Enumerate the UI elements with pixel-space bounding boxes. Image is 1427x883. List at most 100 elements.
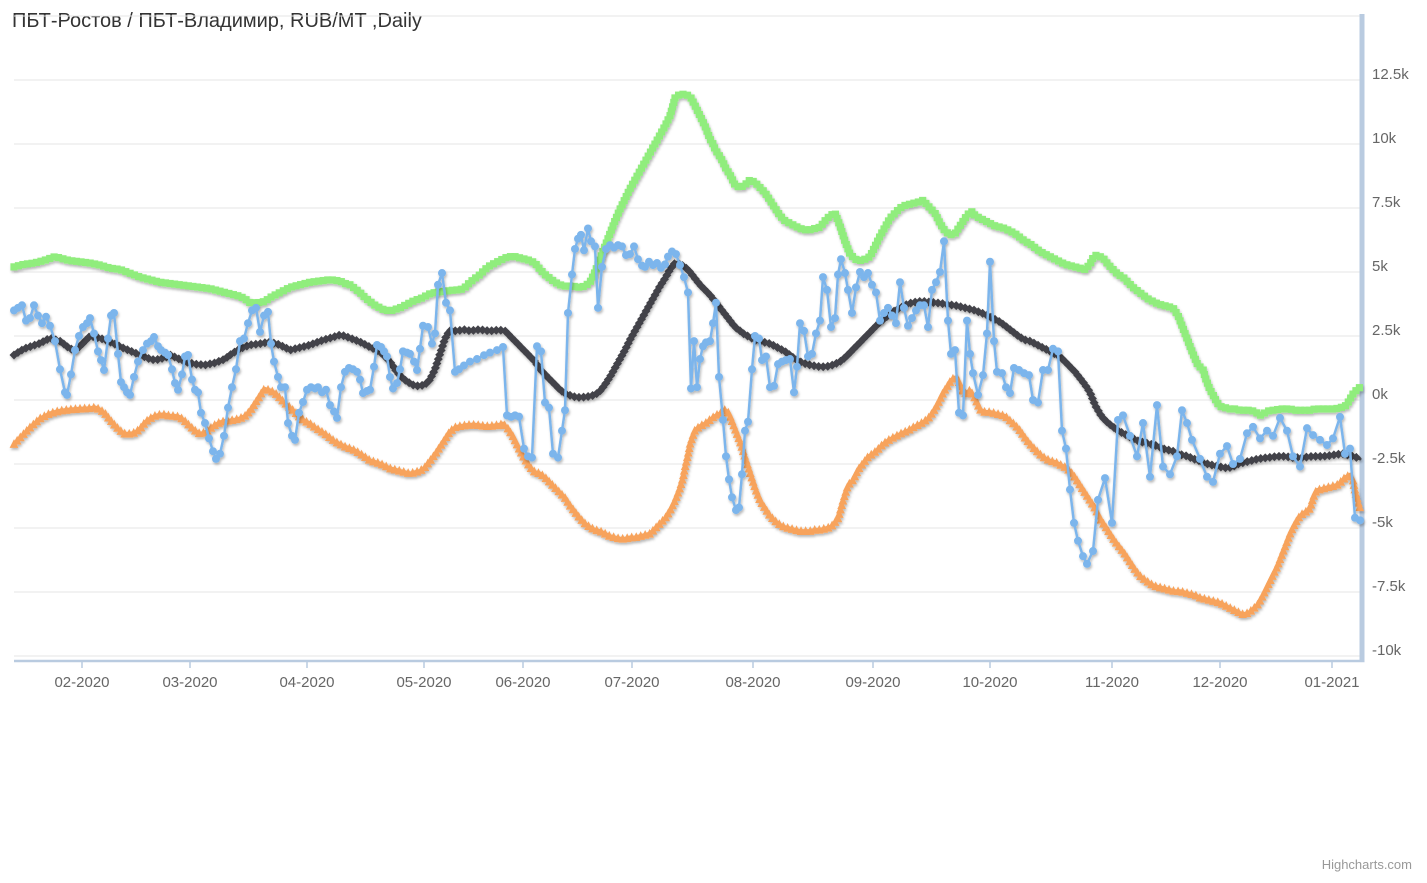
square-marker xyxy=(626,184,634,192)
circle-marker xyxy=(728,493,736,502)
square-marker xyxy=(1265,407,1273,415)
circle-marker xyxy=(676,261,684,270)
chart-svg[interactable]: 12.5k 10k 7.5k 5k 2.5k 0k -2.5k -5k -7.5k -10k 02-… xyxy=(0,0,1427,700)
square-marker xyxy=(575,283,583,291)
circle-marker xyxy=(793,362,801,371)
circle-marker xyxy=(370,362,378,371)
square-marker xyxy=(1221,404,1230,412)
square-marker xyxy=(745,176,753,185)
square-marker xyxy=(349,283,358,292)
circle-marker xyxy=(1283,426,1291,435)
triangle-marker xyxy=(834,509,844,518)
square-marker xyxy=(457,285,465,293)
series-blue-circles[interactable] xyxy=(10,224,1364,568)
square-marker xyxy=(1087,259,1095,267)
series-green-squares[interactable] xyxy=(10,90,1364,419)
circle-marker xyxy=(969,369,977,378)
square-marker xyxy=(951,229,959,237)
triangle-marker xyxy=(206,422,216,432)
square-marker xyxy=(695,110,703,119)
circle-marker xyxy=(383,352,391,361)
circle-marker xyxy=(1126,431,1134,440)
square-marker xyxy=(122,268,130,276)
square-marker xyxy=(701,123,709,131)
highcharts-credit-link[interactable]: Highcharts.com xyxy=(1321,857,1412,872)
square-marker xyxy=(363,295,372,304)
square-marker xyxy=(793,223,801,231)
diamond-marker xyxy=(122,345,132,355)
square-marker xyxy=(959,217,967,226)
circle-marker xyxy=(1216,449,1224,458)
triangle-marker xyxy=(680,461,690,471)
circle-marker xyxy=(244,319,252,328)
square-marker xyxy=(1355,384,1364,392)
circle-marker xyxy=(1139,419,1147,428)
circle-marker xyxy=(888,311,896,320)
circle-marker xyxy=(827,323,835,332)
circle-marker xyxy=(240,334,248,343)
square-marker xyxy=(453,286,461,294)
square-marker xyxy=(328,276,336,284)
square-marker xyxy=(86,259,94,267)
circle-marker xyxy=(406,349,414,358)
square-marker xyxy=(588,273,597,281)
square-marker xyxy=(785,219,793,227)
circle-marker xyxy=(594,303,602,312)
circle-marker xyxy=(333,413,341,422)
square-marker xyxy=(371,301,379,309)
square-marker xyxy=(68,257,76,265)
circle-marker xyxy=(584,224,592,233)
square-marker xyxy=(730,180,739,188)
square-marker xyxy=(1129,284,1138,292)
square-marker xyxy=(113,265,121,273)
square-marker xyxy=(238,293,246,301)
square-marker xyxy=(1205,383,1213,392)
circle-marker xyxy=(936,268,944,276)
square-marker xyxy=(72,257,81,265)
square-marker xyxy=(117,266,126,274)
square-marker xyxy=(715,152,723,160)
square-marker xyxy=(1172,308,1180,317)
series-orange-triangles[interactable] xyxy=(9,373,1365,618)
square-marker xyxy=(943,229,951,237)
circle-marker xyxy=(1341,449,1349,458)
circle-marker xyxy=(216,449,224,458)
square-marker xyxy=(709,140,717,148)
square-marker xyxy=(570,282,578,291)
square-marker xyxy=(679,90,687,98)
circle-marker xyxy=(1044,366,1052,375)
square-marker xyxy=(1274,405,1282,414)
circle-marker xyxy=(134,357,142,366)
circle-marker xyxy=(1269,431,1277,440)
square-marker xyxy=(216,287,224,295)
square-marker xyxy=(669,103,677,111)
circle-marker xyxy=(986,257,994,266)
square-marker xyxy=(961,214,970,222)
square-marker xyxy=(995,223,1003,231)
circle-marker xyxy=(486,348,494,357)
circle-marker xyxy=(264,307,272,316)
circle-marker xyxy=(252,303,260,312)
square-marker xyxy=(1239,406,1248,414)
square-marker xyxy=(1054,257,1063,265)
square-marker xyxy=(1015,233,1024,241)
square-marker xyxy=(472,274,480,282)
circle-marker xyxy=(1153,401,1161,410)
y-axis-label: 0k xyxy=(1372,386,1388,403)
square-marker xyxy=(1169,305,1178,313)
square-marker xyxy=(1337,403,1346,411)
circle-marker xyxy=(1058,426,1066,435)
circle-marker xyxy=(356,375,364,384)
square-marker xyxy=(1341,402,1350,410)
square-marker xyxy=(947,230,955,239)
circle-marker xyxy=(1346,444,1354,453)
square-marker xyxy=(614,209,622,217)
circle-marker xyxy=(396,365,404,374)
circle-marker xyxy=(220,431,228,440)
square-marker xyxy=(157,278,165,286)
square-marker xyxy=(806,226,814,234)
circle-marker xyxy=(1289,452,1297,461)
square-marker xyxy=(1067,262,1075,270)
circle-marker xyxy=(800,326,808,335)
x-axis-label: 01-2021 xyxy=(1304,674,1359,691)
